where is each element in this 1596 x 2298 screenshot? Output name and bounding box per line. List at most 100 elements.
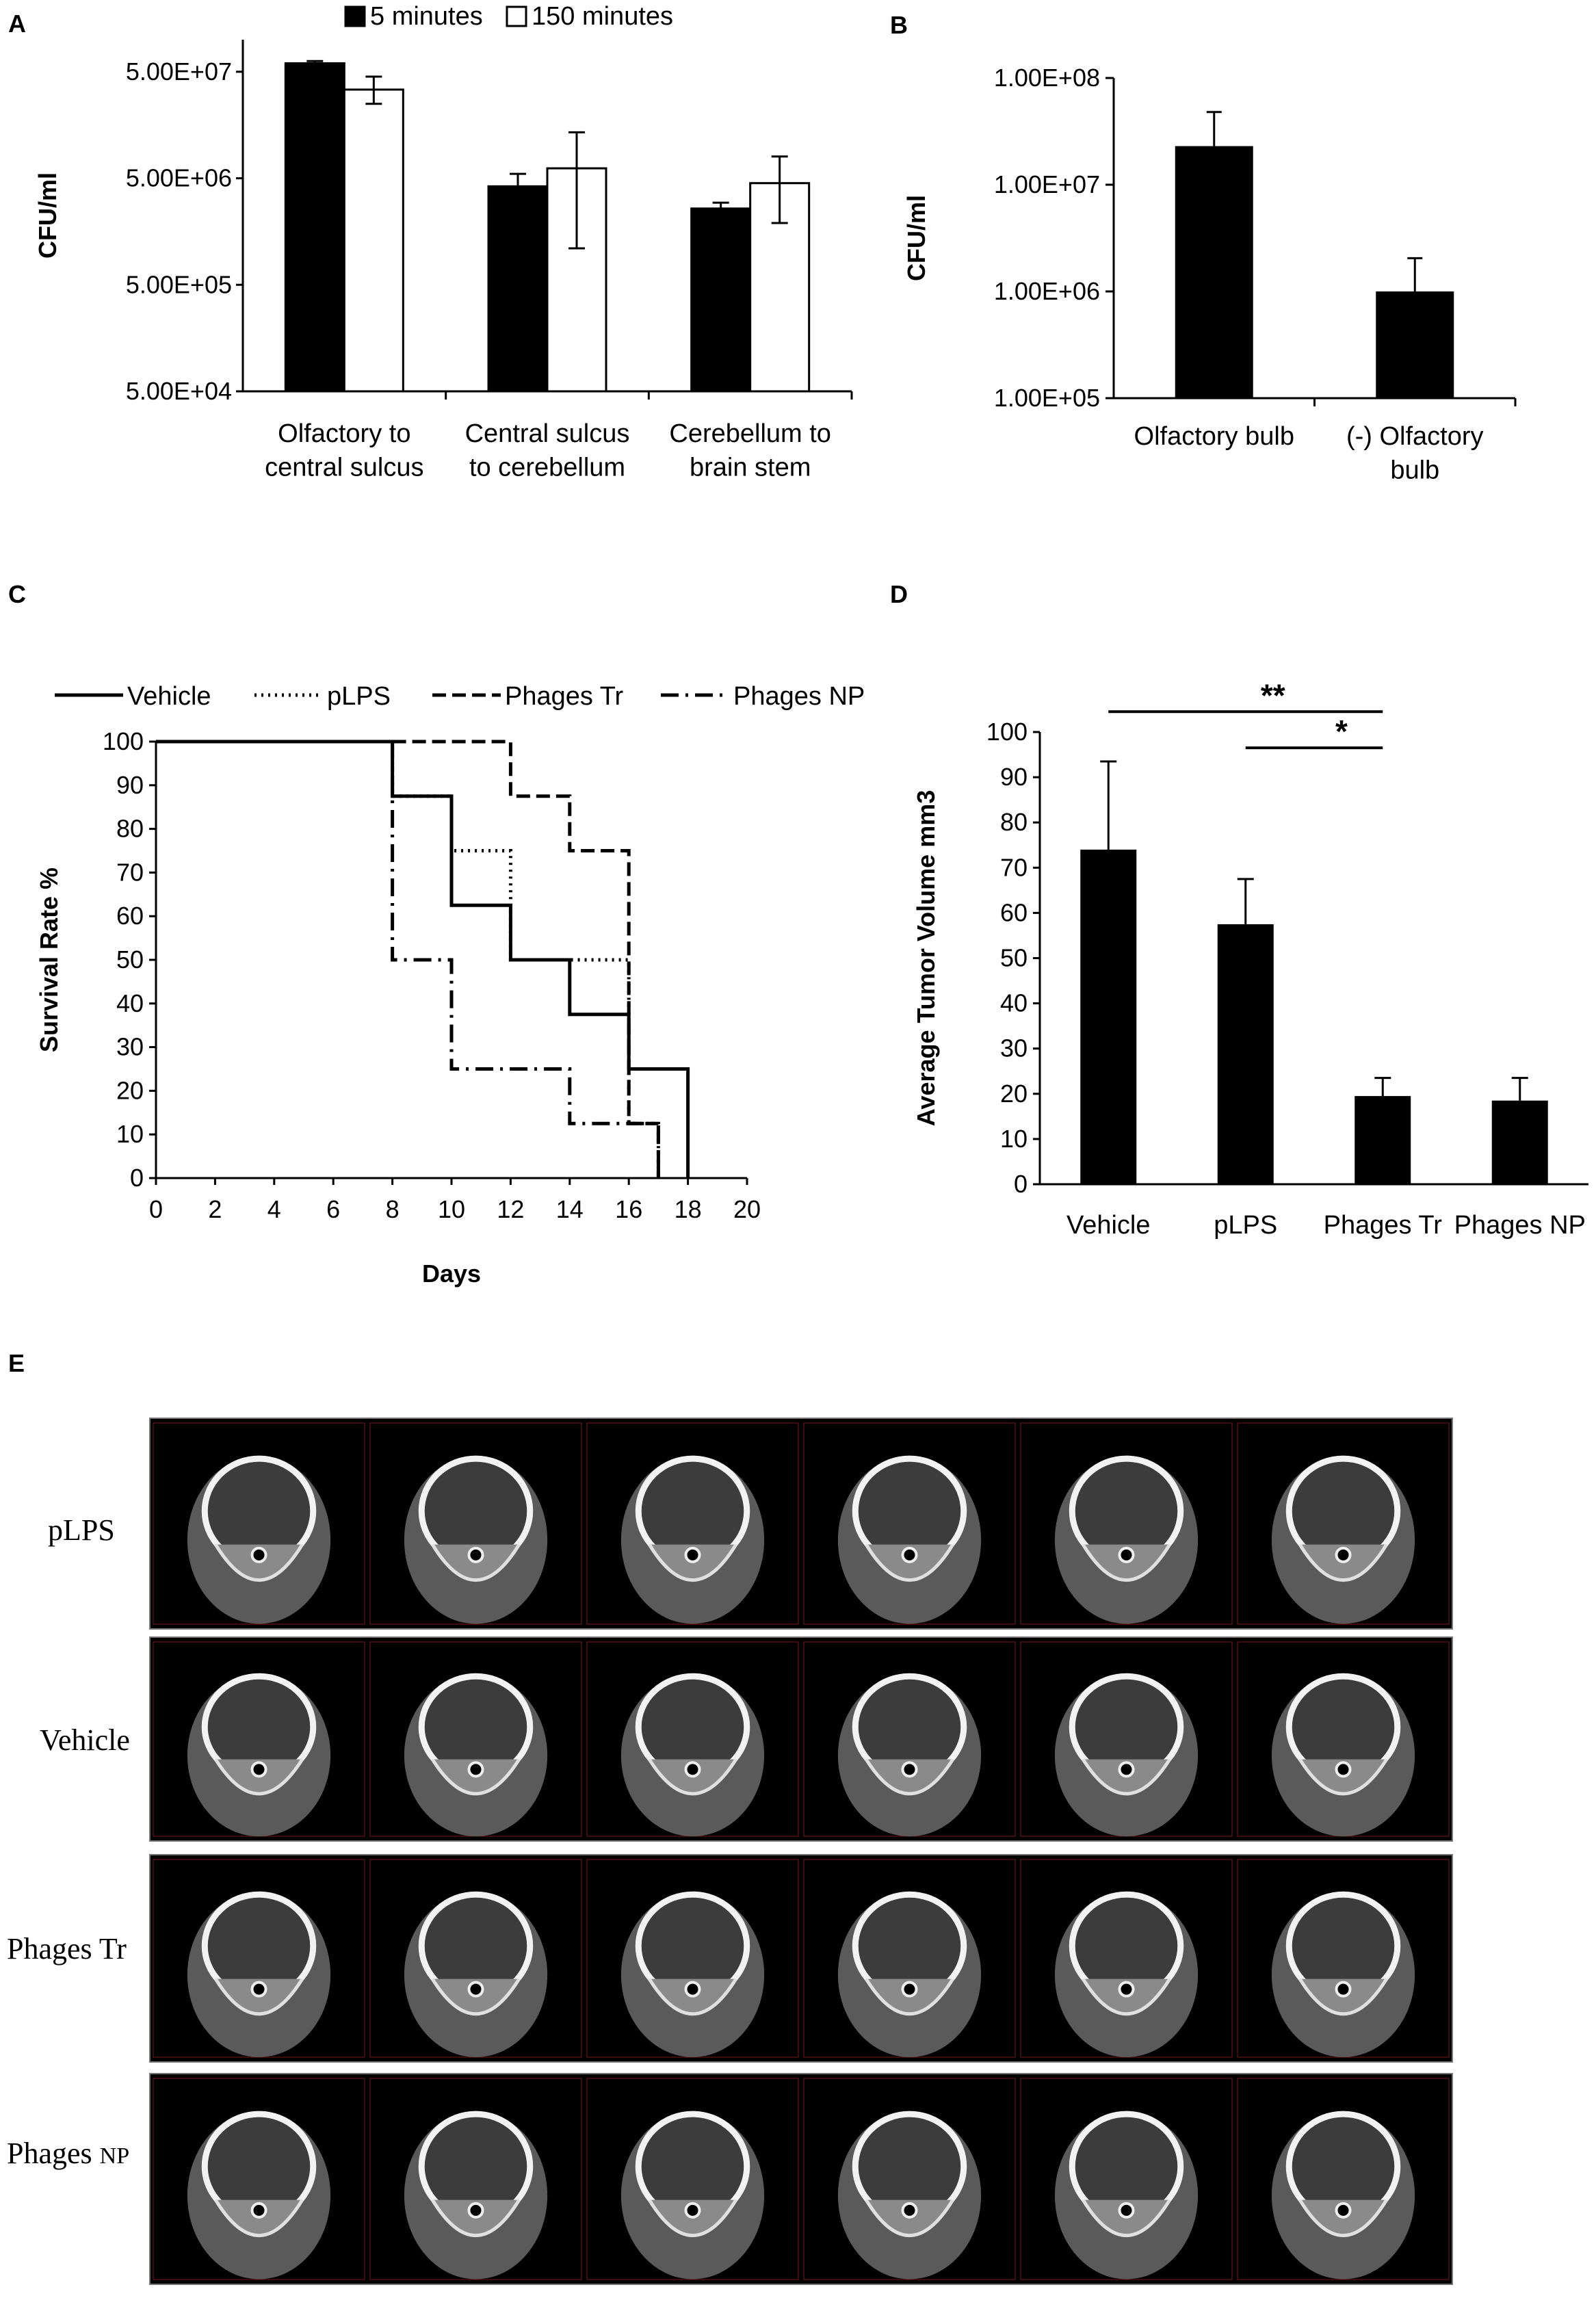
ct-slice: [153, 1859, 365, 2058]
ct-slice: [1237, 1859, 1450, 2058]
x-tick-label: Phages Tr: [1324, 1211, 1443, 1240]
ct-slice: [153, 1641, 365, 1837]
row-label-plps: pLPS: [48, 1513, 115, 1547]
x-axis-title: Days: [422, 1259, 481, 1288]
survival-line: [391, 742, 660, 1178]
bar: [690, 207, 752, 393]
ct-slice: [369, 1859, 582, 2058]
ct-slice: [586, 1859, 799, 2058]
row-label-vehicle: Vehicle: [40, 1723, 130, 1757]
x-tick-label: (-) Olfactory bulb: [1346, 422, 1484, 484]
ct-slice-images: [153, 1641, 1450, 1837]
y-tick-label: 5.00E+05: [126, 270, 232, 298]
legend-label: Phages Tr: [505, 682, 624, 711]
row-label-phages-tr: Phages Tr: [7, 1932, 127, 1966]
ct-slice: [369, 2078, 582, 2280]
bar: [1217, 924, 1274, 1184]
y-tick-label: 1.00E+05: [994, 384, 1100, 412]
y-tick-label: 5.00E+07: [126, 57, 232, 86]
ct-slice: [586, 1422, 799, 1625]
bar: [284, 62, 345, 393]
x-tick-label: Cerebellum to brain stem: [669, 419, 831, 482]
legend-label: pLPS: [327, 682, 391, 711]
legend-label: 5 minutes: [370, 2, 483, 31]
chart-c-survival: 0 10 20 30 40 50 60 70 80 90 100 0 2 4 6 8 10 12 14 16 18 20 D…: [35, 682, 865, 1288]
y-tick-label: 20: [1000, 1080, 1028, 1108]
legend-label: Phages NP: [733, 682, 865, 711]
ct-slice-images: [153, 1859, 1450, 2058]
y-tick-label: 1.00E+07: [994, 170, 1100, 198]
bar: [1080, 849, 1137, 1184]
y-axis-title: Average Tumor Volume mm3: [912, 790, 940, 1126]
ct-slice: [1020, 1422, 1233, 1625]
ct-slice: [1020, 2078, 1233, 2280]
x-tick-label: 12: [497, 1195, 524, 1223]
x-tick-label: Olfactory to central sulcus: [265, 419, 423, 482]
panel-label-c: C: [8, 580, 26, 608]
chart-d-bar: 0 10 20 30 40 50 60 70 80 90 100 Average Tumor Volu…: [912, 677, 1588, 1240]
y-axis-title: CFU/ml: [902, 195, 930, 281]
panel-label-d: D: [890, 580, 908, 608]
ct-slice: [1020, 1859, 1233, 2058]
y-tick-label: 5.00E+06: [126, 164, 232, 192]
x-tick-label: 8: [386, 1195, 400, 1223]
survival-line: [392, 740, 660, 1178]
row-label-phages-np: Phages NP: [7, 2137, 130, 2170]
legend-swatch: [344, 5, 366, 27]
x-tick-label: Central sulcus to cerebellum: [465, 419, 630, 482]
legend-label: Vehicle: [127, 682, 211, 711]
ct-slice-images: [153, 1422, 1450, 1625]
survival-line: [391, 742, 660, 1178]
ct-slice: [803, 1422, 1016, 1625]
x-tick-label: 0: [149, 1195, 163, 1223]
y-tick-label: 100: [986, 718, 1028, 746]
x-tick-label: Vehicle: [1067, 1211, 1151, 1240]
x-tick-label: pLPS: [1214, 1211, 1277, 1240]
y-tick-label: 60: [116, 902, 144, 930]
y-tick-label: 70: [1000, 853, 1028, 881]
y-tick-label: 1.00E+06: [994, 277, 1100, 305]
x-tick-label: 6: [326, 1195, 340, 1223]
legend-label: 150 minutes: [532, 2, 673, 31]
y-tick-label: 60: [1000, 898, 1028, 926]
y-tick-label: 5.00E+04: [126, 377, 232, 405]
x-tick-label: 20: [733, 1195, 761, 1223]
y-tick-label: 70: [116, 858, 144, 886]
y-tick-label: 50: [116, 945, 144, 974]
y-tick-label: 30: [116, 1033, 144, 1061]
panel-label-e: E: [8, 1349, 25, 1377]
ct-slice: [803, 2078, 1016, 2280]
ct-slice: [1237, 2078, 1450, 2280]
panel-label-a: A: [8, 10, 26, 38]
y-tick-label: 0: [1014, 1170, 1028, 1198]
bar: [1355, 1096, 1411, 1184]
x-tick-label: Olfactory bulb: [1134, 422, 1294, 451]
ct-slice: [153, 1422, 365, 1625]
y-tick-label: 90: [1000, 763, 1028, 791]
y-tick-label: 80: [116, 815, 144, 843]
ct-strip-phages-np: [149, 2073, 1453, 2285]
panel-label-b: B: [890, 11, 908, 39]
y-tick-label: 40: [1000, 989, 1028, 1017]
ct-slice: [369, 1641, 582, 1837]
y-tick-label: 1.00E+08: [994, 64, 1100, 92]
ct-slice: [586, 2078, 799, 2280]
x-tick-label: 14: [556, 1195, 584, 1223]
x-tick-label: 16: [615, 1195, 642, 1223]
y-tick-label: 100: [103, 727, 144, 755]
bar: [1491, 1100, 1548, 1184]
ct-strip-vehicle: [149, 1636, 1453, 1842]
ct-slice: [586, 1641, 799, 1837]
ct-slice: [1237, 1422, 1450, 1625]
y-tick-label: 30: [1000, 1034, 1028, 1062]
ct-slice: [1020, 1641, 1233, 1837]
x-tick-label: 10: [438, 1195, 465, 1223]
y-tick-label: 0: [130, 1164, 144, 1192]
ct-slice: [369, 1422, 582, 1625]
chart-a-bar: 5.00E+04 5.00E+05 5.00E+06 5.00E+07 CFU/ml Ol…: [34, 2, 853, 482]
x-tick-label: 18: [675, 1195, 702, 1223]
y-tick-label: 80: [1000, 808, 1028, 836]
ct-strip-plps: [149, 1418, 1453, 1630]
bar: [1175, 146, 1253, 398]
y-axis-title: CFU/ml: [34, 172, 62, 259]
